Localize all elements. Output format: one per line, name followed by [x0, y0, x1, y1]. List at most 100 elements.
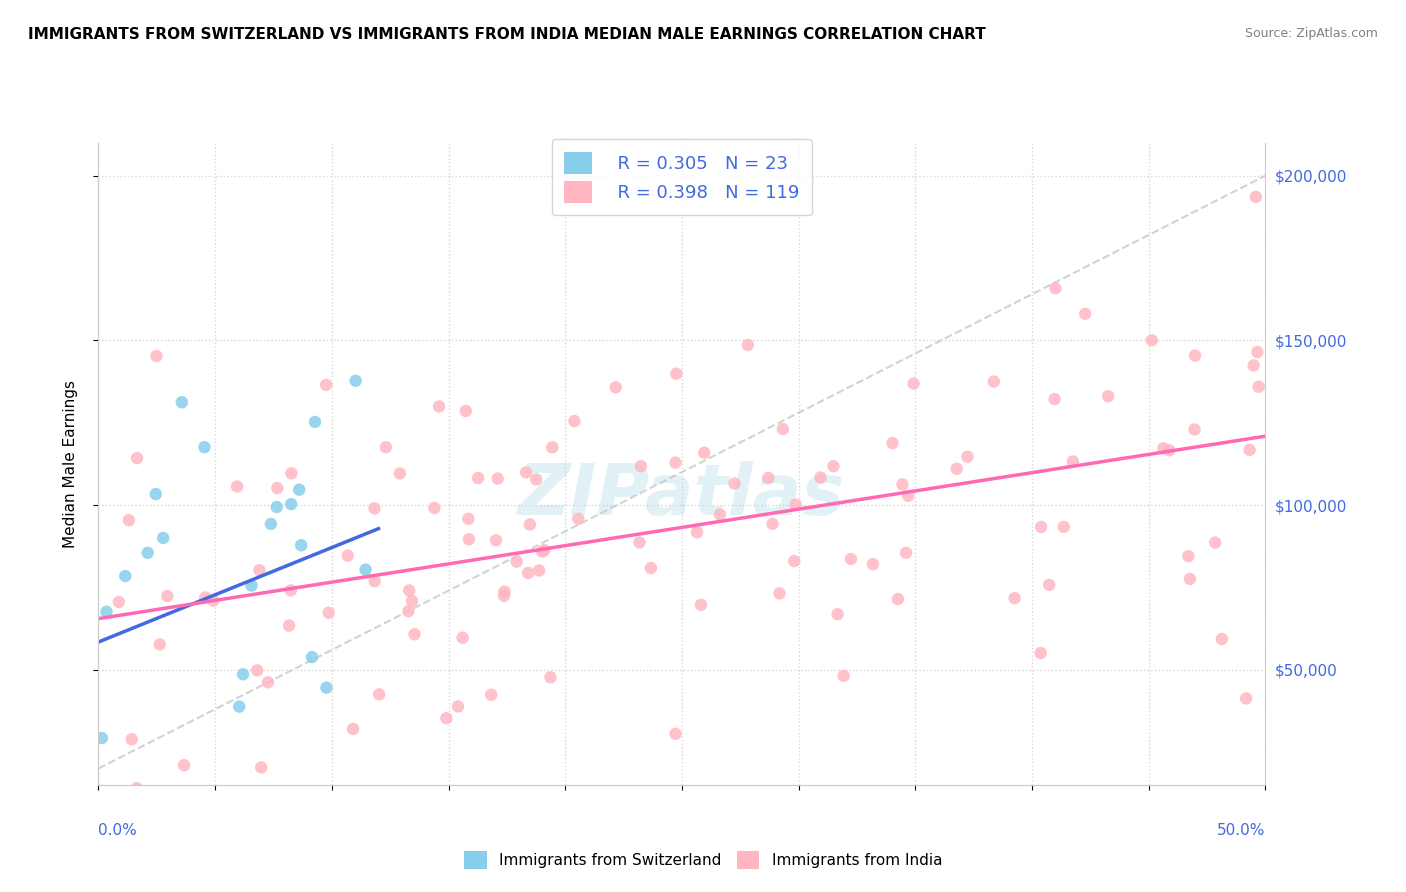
- Point: [761, 516, 783, 531]
- Point: [882, 436, 904, 450]
- Point: [567, 512, 589, 526]
- Point: [723, 476, 745, 491]
- Point: [368, 687, 391, 701]
- Point: [250, 760, 273, 774]
- Point: [524, 473, 547, 487]
- Point: [783, 554, 806, 568]
- Legend: Immigrants from Switzerland, Immigrants from India: Immigrants from Switzerland, Immigrants …: [458, 845, 948, 875]
- Point: [1246, 345, 1268, 359]
- Text: 50.0%: 50.0%: [1218, 823, 1265, 838]
- Point: [423, 500, 446, 515]
- Point: [318, 606, 340, 620]
- Point: [434, 711, 457, 725]
- Point: [398, 583, 420, 598]
- Point: [125, 781, 148, 796]
- Text: Source: ZipAtlas.com: Source: ZipAtlas.com: [1244, 27, 1378, 40]
- Point: [404, 627, 426, 641]
- Point: [1045, 281, 1067, 295]
- Point: [246, 664, 269, 678]
- Point: [1177, 549, 1199, 563]
- Point: [278, 618, 301, 632]
- Point: [664, 727, 686, 741]
- Point: [494, 584, 516, 599]
- Point: [257, 675, 280, 690]
- Point: [342, 722, 364, 736]
- Point: [1043, 392, 1066, 406]
- Point: [280, 497, 302, 511]
- Point: [228, 699, 250, 714]
- Point: [690, 598, 713, 612]
- Point: [388, 467, 411, 481]
- Point: [114, 569, 136, 583]
- Point: [467, 471, 489, 485]
- Point: [768, 586, 790, 600]
- Point: [194, 591, 217, 605]
- Point: [315, 378, 337, 392]
- Y-axis label: Median Male Earnings: Median Male Earnings: [63, 380, 77, 548]
- Point: [120, 891, 142, 892]
- Point: [290, 538, 312, 552]
- Point: [118, 513, 141, 527]
- Text: ZIPatlas: ZIPatlas: [519, 461, 845, 531]
- Point: [145, 349, 167, 363]
- Point: [1074, 307, 1097, 321]
- Point: [737, 338, 759, 352]
- Point: [280, 583, 302, 598]
- Point: [1244, 190, 1267, 204]
- Point: [401, 594, 423, 608]
- Point: [693, 446, 716, 460]
- Point: [1159, 443, 1181, 458]
- Point: [173, 758, 195, 772]
- Point: [665, 367, 688, 381]
- Point: [354, 563, 377, 577]
- Point: [288, 483, 311, 497]
- Point: [540, 670, 562, 684]
- Point: [492, 589, 515, 603]
- Point: [630, 459, 652, 474]
- Point: [1178, 572, 1201, 586]
- Point: [862, 557, 884, 571]
- Point: [301, 650, 323, 665]
- Point: [363, 501, 385, 516]
- Point: [304, 415, 326, 429]
- Point: [1038, 578, 1060, 592]
- Point: [772, 422, 794, 436]
- Point: [1239, 442, 1261, 457]
- Point: [107, 595, 129, 609]
- Point: [709, 508, 731, 522]
- Point: [193, 440, 215, 454]
- Point: [1029, 646, 1052, 660]
- Point: [891, 477, 914, 491]
- Point: [628, 535, 651, 549]
- Point: [1243, 359, 1265, 373]
- Point: [839, 552, 862, 566]
- Point: [527, 564, 550, 578]
- Point: [956, 450, 979, 464]
- Point: [564, 414, 586, 428]
- Point: [1152, 442, 1174, 456]
- Point: [897, 489, 920, 503]
- Point: [121, 732, 143, 747]
- Point: [1004, 591, 1026, 605]
- Point: [336, 549, 359, 563]
- Point: [686, 525, 709, 540]
- Point: [149, 637, 172, 651]
- Point: [485, 533, 508, 548]
- Point: [756, 471, 779, 485]
- Point: [451, 631, 474, 645]
- Point: [454, 404, 477, 418]
- Point: [232, 667, 254, 681]
- Point: [458, 533, 481, 547]
- Point: [1234, 691, 1257, 706]
- Point: [260, 516, 283, 531]
- Point: [266, 500, 288, 514]
- Point: [827, 607, 849, 622]
- Point: [810, 470, 832, 484]
- Text: IMMIGRANTS FROM SWITZERLAND VS IMMIGRANTS FROM INDIA MEDIAN MALE EARNINGS CORREL: IMMIGRANTS FROM SWITZERLAND VS IMMIGRANT…: [28, 27, 986, 42]
- Point: [894, 546, 917, 560]
- Point: [640, 561, 662, 575]
- Point: [280, 467, 302, 481]
- Point: [1053, 520, 1076, 534]
- Point: [832, 669, 855, 683]
- Point: [90, 731, 112, 745]
